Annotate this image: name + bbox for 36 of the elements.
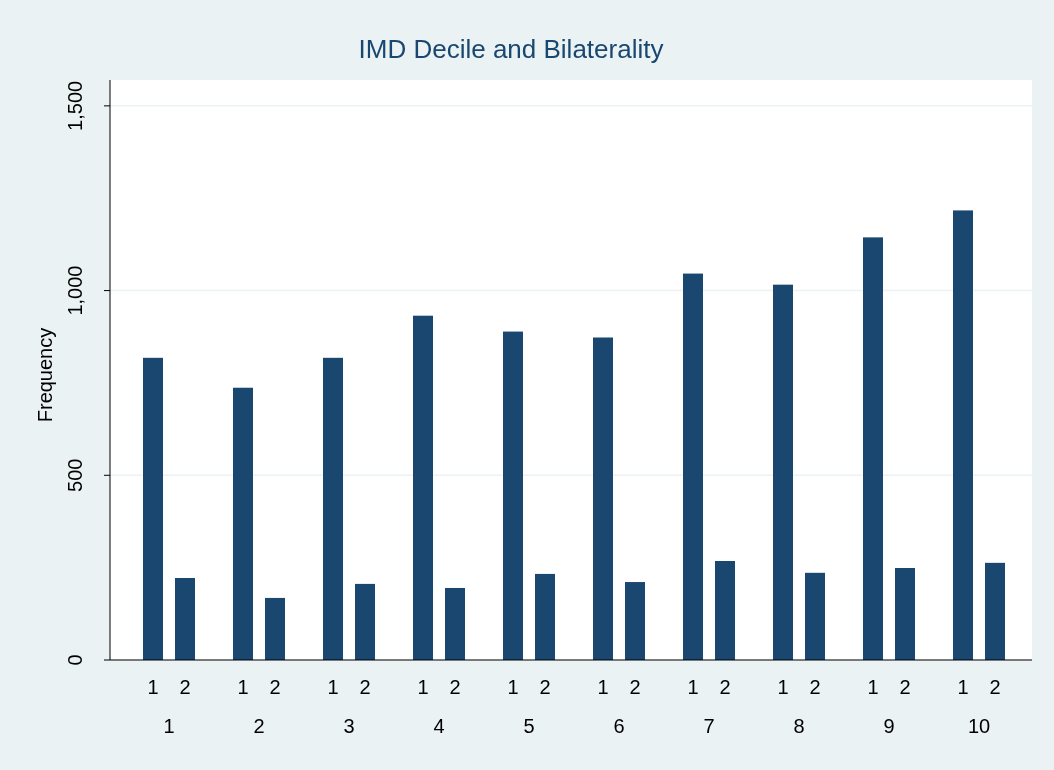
category-label: 1 [417,676,429,698]
category-label: 2 [899,676,911,698]
x-tick-label: 2 [253,715,265,737]
category-label: 2 [449,676,461,698]
y-tick-label: 1,000 [64,265,86,316]
y-axis-title: Frequency [34,327,56,423]
category-label: 1 [597,676,609,698]
x-tick-label: 3 [343,715,355,737]
category-label: 2 [359,676,371,698]
chart-title: IMD Decile and Bilaterality [358,34,664,64]
category-label: 1 [957,676,969,698]
x-tick-label: 10 [967,715,991,737]
category-label: 1 [777,676,789,698]
series-label: 2 [179,676,191,698]
text: 2 [269,676,281,698]
x-tick-label: 1 [163,715,175,737]
category-label: 2 [539,676,551,698]
y-tick-label: 1,500 [64,80,86,131]
category-label: 1 [327,676,339,698]
y-tick-label: 0 [64,654,86,666]
x-tick-label: 8 [793,715,805,737]
x-tick-label: 5 [523,715,535,737]
category-label: 2 [809,676,821,698]
series-label: 1 [147,676,159,698]
category-label: 1 [507,676,519,698]
y-tick-label: 500 [64,458,86,492]
category-label: 2 [989,676,1001,698]
category-label: 1 [687,676,699,698]
x-tick-label: 9 [883,715,895,737]
x-tick-label: 4 [433,715,445,737]
x-tick-label: 7 [703,715,715,737]
category-label: 1 [867,676,879,698]
category-label: 2 [719,676,731,698]
category-label: 1 [237,676,249,698]
x-tick-label: 6 [613,715,625,737]
category-label: 2 [629,676,641,698]
